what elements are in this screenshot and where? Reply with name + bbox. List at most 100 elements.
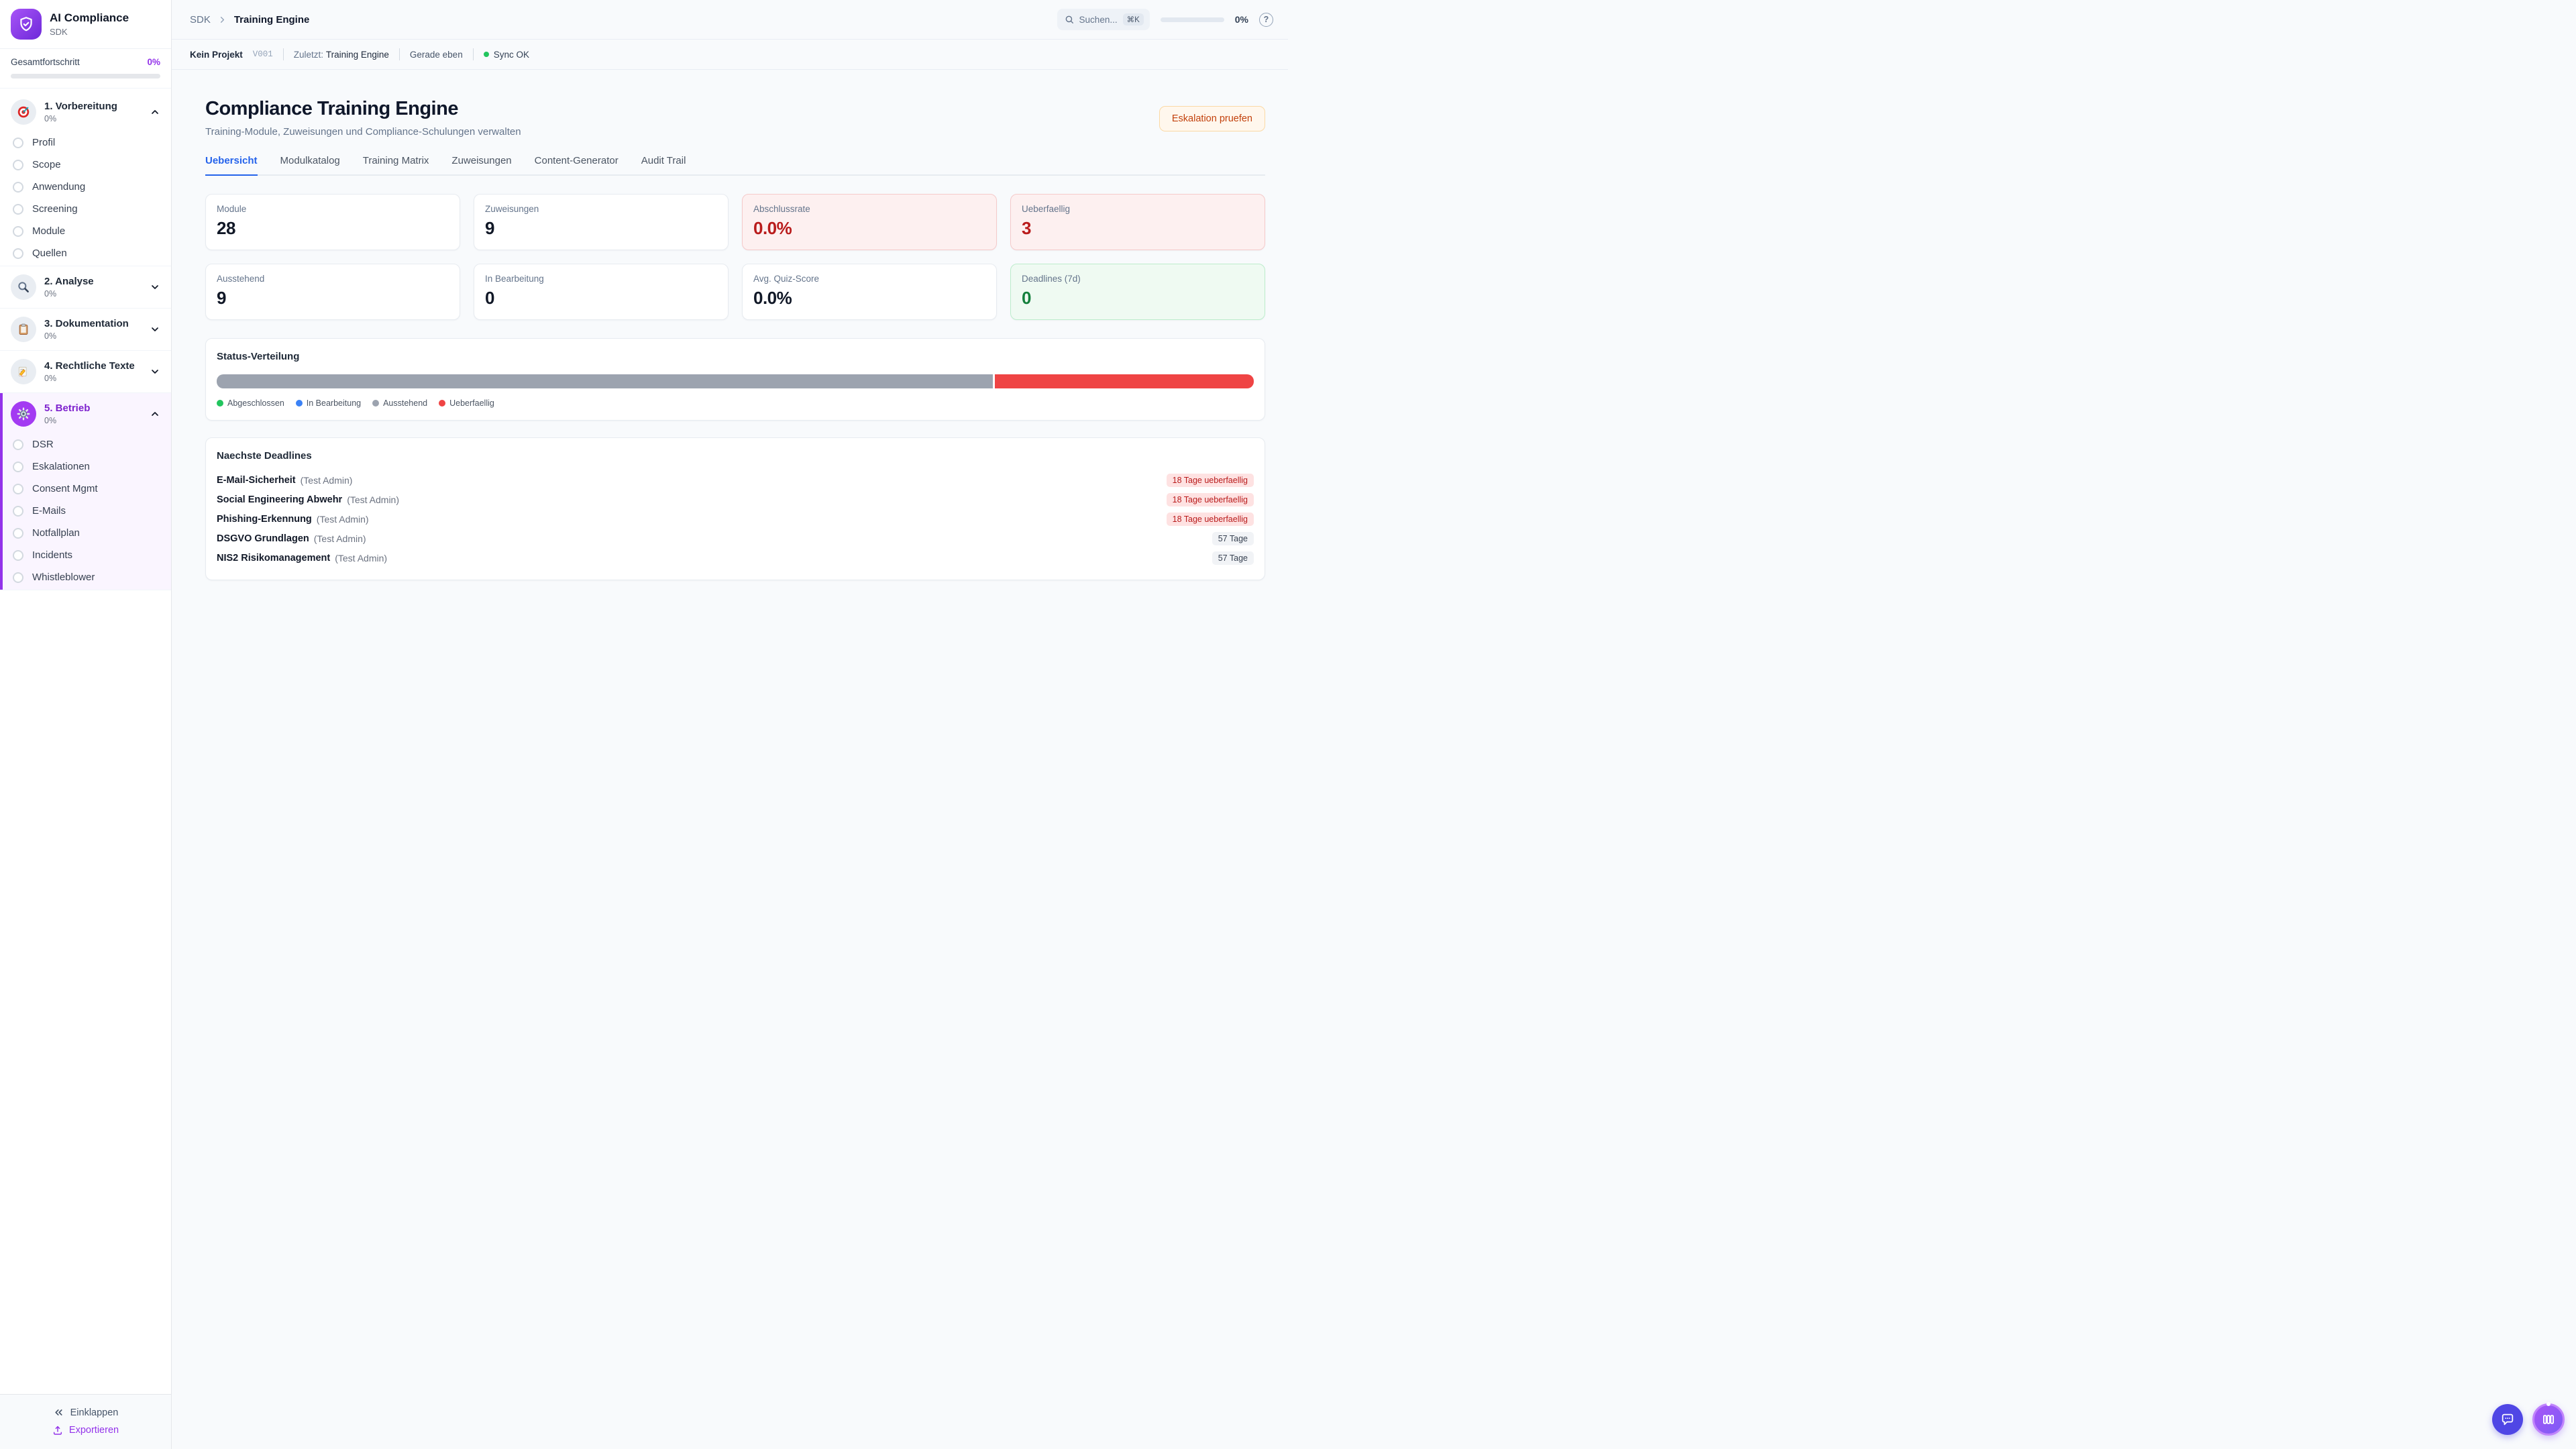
sidebar-item-anwendung[interactable]: Anwendung [0,176,171,198]
app-subtitle: SDK [50,26,68,37]
overdue-badge: 18 Tage ueberfaellig [1166,492,1254,506]
last-value: Training Engine [325,49,389,60]
sidebar-header: AI Compliance SDK [0,0,171,49]
sidebar-item-screening[interactable]: Screening [0,198,171,220]
chat-fab-button[interactable] [2492,1404,2523,1435]
section-header-betrieb[interactable]: 5. Betrieb 0% [0,394,171,433]
magnifier-icon [11,274,36,300]
header-progress-bar [1160,17,1224,22]
section-header-dokumentation[interactable]: 3. Dokumentation 0% [0,310,171,349]
sidebar-item-dsr[interactable]: DSR [0,433,171,455]
radio-circle-icon [13,549,23,561]
nav-section-rechtliche-texte: 4. Rechtliche Texte 0% [0,351,171,393]
sidebar: AI Compliance SDK Gesamtfortschritt 0% 1… [0,0,172,1449]
section-percent: 0% [44,415,57,425]
target-icon [11,99,36,125]
main-area: SDK Training Engine Suchen... ⌘K 0% ? Ke… [172,0,1288,724]
chevron-right-icon [217,15,227,25]
sidebar-item-notfallplan[interactable]: Notfallplan [0,522,171,544]
stat-card-ueberfaellig: Ueberfaellig 3 [1010,194,1265,250]
tab-audit-trail[interactable]: Audit Trail [641,155,686,166]
page-title: Compliance Training Engine [205,98,458,119]
sidebar-item-profil[interactable]: Profil [0,131,171,154]
sidebar-item-quellen[interactable]: Quellen [0,242,171,264]
overall-progress-value: 0% [147,57,160,67]
sidebar-item-whistleblower[interactable]: Whistleblower [0,566,171,588]
tab-zuweisungen[interactable]: Zuweisungen [451,155,512,166]
chat-bubble-icon [2502,1413,2514,1426]
section-header-vorbereitung[interactable]: 1. Vorbereitung 0% [0,93,171,131]
radio-circle-icon [13,483,23,494]
legend-ueberfaellig: Ueberfaellig [439,398,494,408]
panel-title: Status-Verteilung [217,351,300,362]
app-name: AI Compliance [50,11,129,25]
legend-abgeschlossen: Abgeschlossen [217,398,284,408]
red-dot-icon [439,400,446,407]
search-placeholder: Suchen... [1079,14,1118,25]
search-icon [1065,15,1073,23]
sidebar-item-eskalationen[interactable]: Eskalationen [0,455,171,478]
tab-content-generator[interactable]: Content-Generator [534,155,619,166]
tab-training-matrix[interactable]: Training Matrix [362,155,429,166]
nav-section-analyse: 2. Analyse 0% [0,266,171,309]
sidebar-item-scope[interactable]: Scope [0,154,171,176]
section-percent: 0% [44,113,57,123]
section-header-rechtliche-texte[interactable]: 4. Rechtliche Texte 0% [0,352,171,391]
section-header-analyse[interactable]: 2. Analyse 0% [0,268,171,307]
deadline-rows: E-Mail-Sicherheit (Test Admin) 18 Tage u… [217,470,1254,568]
section-percent: 0% [44,288,57,299]
deadline-row: Social Engineering Abwehr (Test Admin) 1… [217,490,1254,509]
search-input[interactable]: Suchen... ⌘K [1057,9,1150,30]
nav-section-betrieb: 5. Betrieb 0% DSR Eskalationen Consent M… [0,393,171,590]
divider [282,48,284,60]
sidebar-item-incidents[interactable]: Incidents [0,544,171,566]
sidebar-item-module[interactable]: Module [0,220,171,242]
section-title: 3. Dokumentation [44,318,129,330]
radio-circle-icon [13,439,23,450]
clipboard-icon [11,317,36,342]
sidebar-item-consent-mgmt[interactable]: Consent Mgmt [0,478,171,500]
pencil-icon [11,359,36,384]
header-progress-value: 0% [1234,14,1248,25]
columns-fab-button[interactable] [2532,1403,2565,1436]
upload-icon [53,1426,62,1435]
chevron-down-icon [150,282,160,292]
page-content: Compliance Training Engine Training-Modu… [172,70,1288,724]
chevron-down-icon [150,324,160,335]
panel-title: Naechste Deadlines [217,450,312,462]
sidebar-item-emails[interactable]: E-Mails [0,500,171,522]
export-button[interactable]: Exportieren [11,1421,160,1439]
check-escalation-button[interactable]: Eskalation pruefen [1159,106,1265,131]
columns-icon [2543,1415,2555,1424]
section-title: 1. Vorbereitung [44,101,117,113]
tab-uebersicht[interactable]: Uebersicht [205,155,258,176]
status-distribution-bar [217,374,1254,388]
stats-grid: Module 28 Zuweisungen 9 Abschlussrate 0.… [205,194,1265,320]
chevron-up-icon [150,409,160,419]
sidebar-nav: 1. Vorbereitung 0% Profil Scope Anwendun… [0,89,171,1394]
segment-ueberfaellig [995,374,1254,388]
radio-circle-icon [13,203,23,215]
overdue-badge: 18 Tage ueberfaellig [1166,473,1254,487]
blue-dot-icon [295,400,303,407]
nav-section-vorbereitung: 1. Vorbereitung 0% Profil Scope Anwendun… [0,91,171,266]
radio-circle-icon [13,572,23,583]
legend-in-bearbeitung: In Bearbeitung [295,398,361,408]
deadline-row: DSGVO Grundlagen (Test Admin) 57 Tage [217,529,1254,548]
divider [472,48,474,60]
collapse-sidebar-button[interactable]: Einklappen [11,1403,160,1421]
stat-card-quiz-score: Avg. Quiz-Score 0.0% [742,264,997,320]
radio-circle-icon [13,181,23,193]
help-icon[interactable]: ? [1259,12,1273,27]
app-logo [11,9,42,40]
section-title: 4. Rechtliche Texte [44,360,135,372]
tab-bar: Uebersicht Modulkatalog Training Matrix … [205,155,1265,176]
legend: Abgeschlossen In Bearbeitung Ausstehend … [217,398,1254,408]
keyboard-shortcut-badge: ⌘K [1122,13,1144,25]
tab-modulkatalog[interactable]: Modulkatalog [280,155,340,166]
project-name: Kein Projekt [190,49,243,60]
chevron-down-icon [150,366,160,377]
nav-section-dokumentation: 3. Dokumentation 0% [0,309,171,351]
page-header: Compliance Training Engine Training-Modu… [205,98,1265,138]
breadcrumb-root[interactable]: SDK [190,13,211,25]
